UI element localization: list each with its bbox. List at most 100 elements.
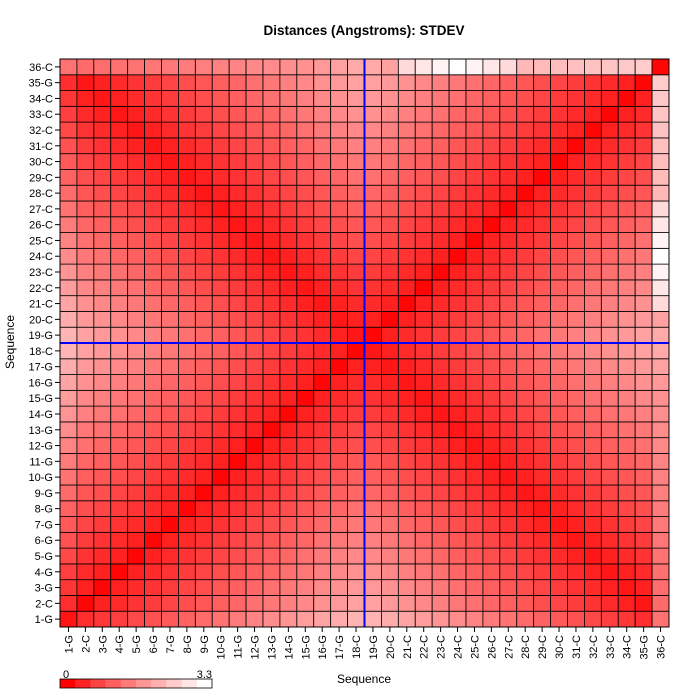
heatmap-cell	[414, 200, 433, 218]
heatmap-cell	[161, 610, 179, 628]
heatmap-cell	[600, 200, 619, 218]
heatmap-cell	[600, 342, 619, 360]
heatmap-cell	[211, 610, 230, 628]
heatmap-cell	[110, 610, 129, 628]
heatmap-cell	[178, 216, 196, 233]
heatmap-cell	[533, 105, 551, 123]
heatmap-cell	[634, 358, 653, 375]
heatmap-cell	[516, 311, 535, 328]
heatmap-cell	[651, 247, 670, 265]
heatmap-cell	[499, 58, 518, 76]
heatmap-cell	[161, 58, 179, 76]
heatmap-cell	[296, 500, 315, 517]
heatmap-cell	[465, 342, 484, 360]
heatmap-cell	[144, 216, 162, 233]
heatmap-cell	[634, 105, 653, 123]
heatmap-cell	[431, 389, 450, 407]
heatmap-cell	[364, 421, 382, 439]
heatmap-cell	[347, 216, 365, 233]
heatmap-cell	[127, 358, 145, 375]
heatmap-cell	[127, 184, 145, 202]
heatmap-cell	[584, 90, 602, 107]
heatmap-cell	[110, 263, 129, 281]
heatmap-cell	[584, 137, 602, 155]
heatmap-cell	[634, 374, 653, 391]
heatmap-cell	[516, 531, 535, 549]
heatmap-cell	[93, 342, 112, 360]
heatmap-cell	[600, 563, 619, 581]
heatmap-cell	[110, 74, 129, 91]
heatmap-cell	[59, 531, 78, 549]
heatmap-cell	[364, 342, 382, 360]
heatmap-cell	[634, 58, 653, 76]
heatmap-cell	[296, 453, 315, 470]
heatmap-cell	[364, 137, 382, 155]
x-tick-label: 24-C	[453, 635, 465, 659]
heatmap-cell	[313, 137, 332, 155]
heatmap-cell	[550, 421, 568, 439]
heatmap-cell	[414, 453, 433, 470]
heatmap-cell	[533, 547, 551, 565]
heatmap-cell	[465, 468, 484, 486]
heatmap-cell	[516, 453, 535, 470]
heatmap-cell	[127, 437, 145, 454]
heatmap-cell	[465, 610, 484, 628]
heatmap-cell	[127, 311, 145, 328]
heatmap-cell	[550, 405, 568, 423]
y-tick-label: 11-G	[29, 456, 53, 468]
heatmap-cell	[144, 279, 162, 297]
heatmap-cell	[600, 90, 619, 107]
heatmap-cell	[347, 500, 365, 517]
heatmap-cell	[194, 326, 213, 344]
heatmap-cell	[93, 137, 112, 155]
heatmap-cell	[414, 342, 433, 360]
heatmap-cell	[127, 579, 145, 596]
heatmap-cell	[431, 547, 450, 565]
heatmap-cell	[59, 358, 78, 375]
heatmap-cell	[651, 105, 670, 123]
heatmap-cell	[516, 389, 535, 407]
y-tick-label: 14-G	[29, 409, 53, 421]
heatmap-cell	[178, 342, 196, 360]
heatmap-cell	[59, 579, 78, 596]
x-tick-label: 12-G	[250, 635, 262, 659]
heatmap-cell	[617, 389, 636, 407]
heatmap-cell	[93, 153, 112, 170]
heatmap-cell	[533, 374, 551, 391]
heatmap-cell	[93, 216, 112, 233]
heatmap-cell	[110, 184, 129, 202]
heatmap-cell	[600, 500, 619, 517]
heatmap-cell	[567, 610, 585, 628]
heatmap-cell	[651, 563, 670, 581]
heatmap-cell	[127, 484, 145, 502]
heatmap-cell	[76, 326, 95, 344]
heatmap-cell	[194, 121, 213, 139]
heatmap-cell	[431, 184, 450, 202]
heatmap-cell	[431, 421, 450, 439]
heatmap-cell	[161, 579, 179, 596]
heatmap-cell	[161, 153, 179, 170]
heatmap-cell	[482, 389, 501, 407]
heatmap-cell	[584, 232, 602, 249]
heatmap-cell	[330, 531, 348, 549]
legend-max-label: 3.3	[197, 669, 212, 681]
heatmap-cell	[600, 137, 619, 155]
heatmap-cell	[59, 610, 78, 628]
x-tick-label: 7-G	[165, 635, 177, 653]
heatmap-cell	[634, 326, 653, 344]
x-tick-label: 22-C	[419, 635, 431, 659]
heatmap-cell	[211, 58, 230, 76]
heatmap-cell	[110, 358, 129, 375]
heatmap-cell	[550, 374, 568, 391]
heatmap-cell	[161, 421, 179, 439]
heatmap-cell	[245, 74, 264, 91]
heatmap-cell	[431, 279, 450, 297]
heatmap-cell	[228, 610, 247, 628]
heatmap-cell	[414, 137, 433, 155]
heatmap-cell	[465, 374, 484, 391]
heatmap-cell	[330, 516, 348, 533]
heatmap-cell	[296, 468, 315, 486]
heatmap-cell	[262, 579, 281, 596]
heatmap-cell	[567, 105, 585, 123]
